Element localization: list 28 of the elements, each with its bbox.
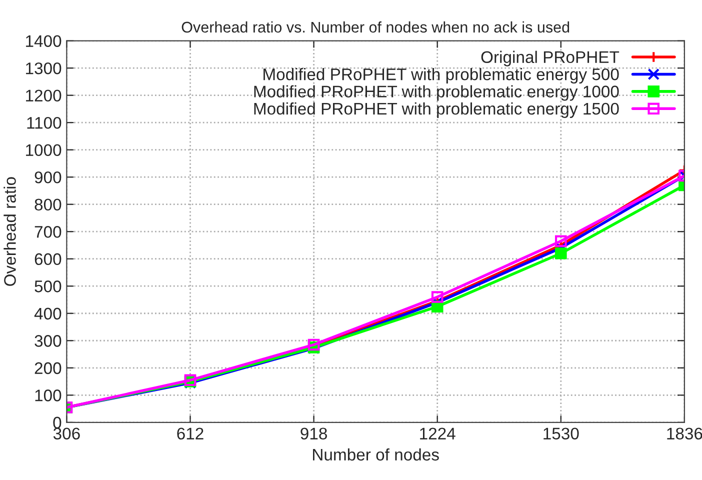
y-tick-label: 700: [34, 226, 62, 238]
y-axis-title: Overhead ratio: [4, 177, 16, 286]
y-tick-label: 400: [34, 308, 62, 320]
y-tick-label: 800: [34, 198, 62, 211]
x-axis-title: Number of nodes: [313, 448, 439, 461]
y-tick-label: 500: [34, 280, 62, 292]
y-tick-label: 600: [34, 253, 62, 266]
y-tick-label: 100: [35, 390, 62, 402]
y-tick-label: 200: [34, 362, 62, 374]
y-tick-label: 1200: [26, 90, 62, 102]
legend-label: Original PRoPHET: [481, 50, 620, 66]
legend-label: Modified PRoPHET with problematic energy 1000: [254, 85, 619, 101]
x-tick-label: 918: [300, 428, 327, 440]
x-tick-label: 1530: [544, 428, 579, 440]
legend-label: Modified PRoPHET with problematic energy 500: [264, 68, 619, 84]
y-tick-label: 1100: [27, 116, 62, 129]
y-tick-label: 1400: [26, 35, 62, 48]
y-tick-label: 1000: [26, 144, 62, 156]
x-tick-label: 1224: [420, 428, 456, 440]
y-tick-label: 300: [34, 335, 62, 347]
y-tick-label: 0: [53, 416, 62, 429]
x-tick-label: 306: [53, 428, 80, 440]
chart-title: Overhead ratio vs. Number of nodes when no ack is used: [182, 21, 570, 33]
x-tick-label: 612: [177, 428, 204, 440]
legend-label: Modified PRoPHET with problematic energy 1500: [254, 102, 619, 118]
y-tick-label: 1300: [26, 62, 62, 74]
y-tick-label: 900: [34, 171, 62, 184]
x-tick-label: 1836: [667, 428, 702, 440]
